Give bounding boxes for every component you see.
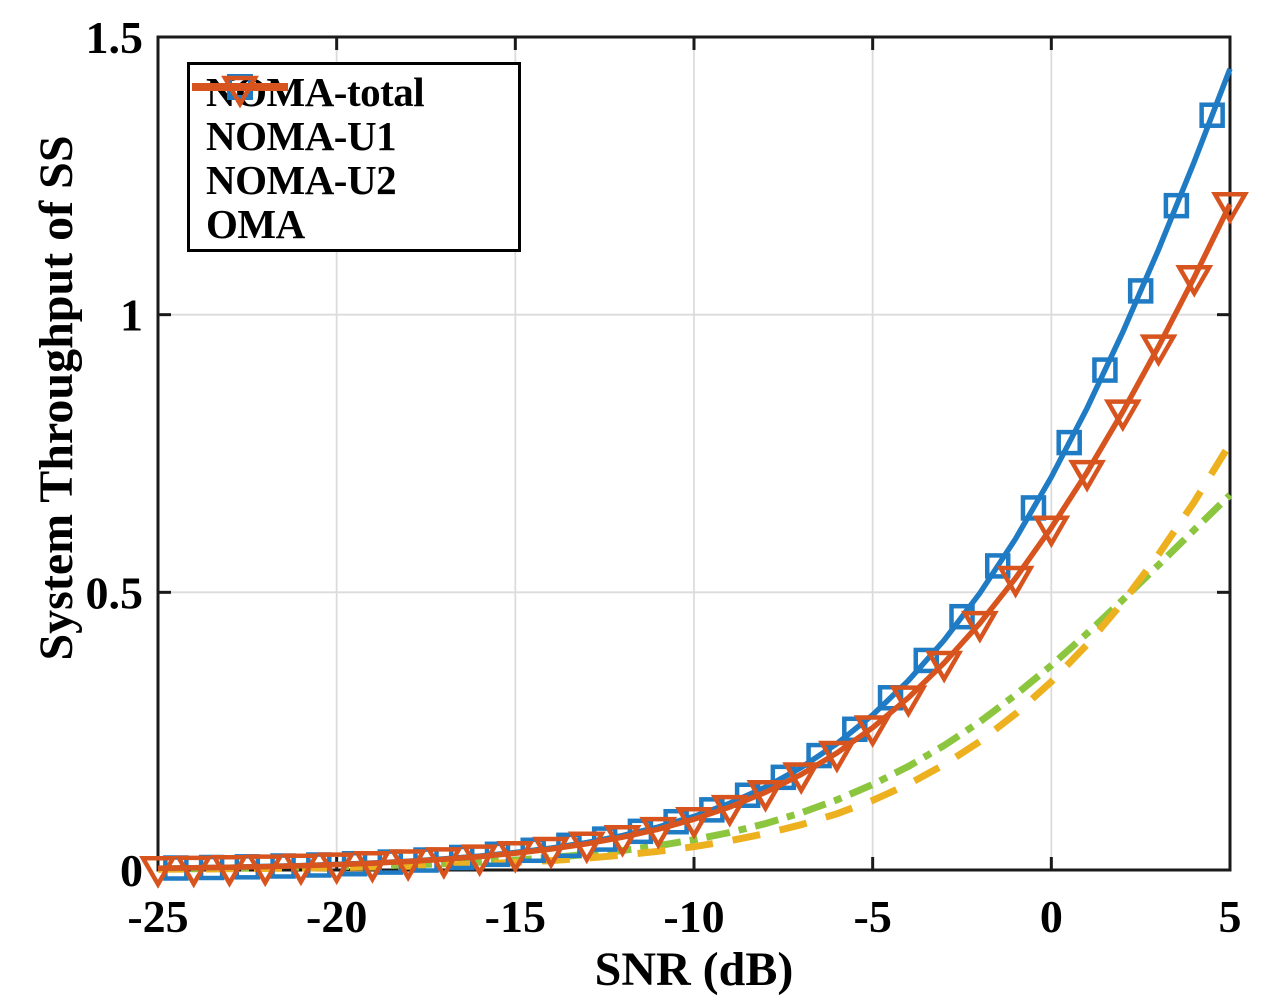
triangle-down-marker: [1032, 515, 1071, 549]
x-tick-label: -15: [485, 891, 546, 942]
square-marker: [1056, 429, 1082, 456]
triangle-down-marker: [1211, 192, 1249, 225]
square-marker: [1199, 102, 1225, 128]
triangle-down-marker: [567, 831, 606, 865]
x-tick-label: -5: [854, 891, 892, 942]
y-axis-label: System Throughput of SS: [30, 135, 83, 660]
triangle-down-marker: [603, 824, 642, 858]
legend-label-noma-u1: NOMA-U1: [206, 113, 397, 159]
triangle-down-marker: [1175, 265, 1214, 298]
triangle-down-marker: [746, 780, 785, 813]
square-marker: [1163, 192, 1190, 219]
x-tick-labels: -25 -20 -15 -10 -5 0 5: [127, 891, 1241, 942]
legend-label-noma-u2: NOMA-U2: [206, 157, 397, 203]
square-marker: [1092, 357, 1118, 383]
x-tick-label: -20: [306, 891, 367, 942]
y-tick-label: 1.5: [86, 12, 144, 63]
triangle-down-marker: [460, 844, 499, 878]
triangle-down-marker: [889, 685, 928, 719]
legend-line-sample-oma: [192, 75, 288, 109]
triangle-down-marker: [174, 855, 213, 889]
square-marker: [1020, 495, 1047, 521]
y-tick-label: 0: [120, 845, 143, 896]
legend-item-noma-u2: NOMA-U2: [192, 83, 518, 203]
triangle-down-marker: [496, 840, 535, 874]
triangle-down-marker: [782, 762, 821, 795]
y-tick-label: 0.5: [86, 567, 144, 618]
square-marker: [949, 603, 975, 630]
triangle-down-marker: [1139, 334, 1178, 368]
triangle-down-marker: [960, 610, 999, 644]
triangle-down-marker: [675, 806, 713, 840]
triangle-down-marker: [424, 847, 463, 880]
x-tick-label: 5: [1219, 891, 1242, 942]
x-tick-label: 0: [1040, 891, 1063, 942]
y-tick-labels: 0 0.5 1 1.5: [86, 12, 144, 896]
x-tick-label: -10: [663, 891, 724, 942]
series-oma: [139, 192, 1249, 889]
plot-area: -25 -20 -15 -10 -5 0 5 0 0.5 1 1.5: [86, 12, 1249, 942]
triangle-down-marker: [139, 856, 177, 889]
series-noma-u2: [157, 441, 1233, 873]
triangle-down-marker: [353, 850, 392, 884]
triangle-down-marker: [389, 849, 428, 883]
triangle-down-marker: [639, 816, 678, 850]
triangle-down-marker: [710, 794, 749, 828]
x-tick-label: -25: [127, 891, 188, 942]
triangle-down-marker: [1068, 459, 1106, 493]
triangle-down-marker: [210, 855, 249, 888]
legend: NOMA-total NOMA-U1 NOMA-U2 OMA: [187, 62, 521, 252]
series-oma-line: [157, 203, 1233, 872]
triangle-down-marker: [925, 650, 964, 684]
triangle-down-marker: [246, 854, 285, 888]
square-marker: [1127, 278, 1154, 304]
legend-triangle-down-marker: [221, 75, 259, 109]
legend-label-oma: OMA: [206, 201, 305, 247]
triangle-down-marker: [818, 740, 856, 774]
x-axis-label: SNR (dB): [595, 943, 794, 996]
legend-item-noma-u1: NOMA-U1: [192, 83, 518, 159]
legend-item-oma: OMA: [192, 75, 518, 247]
triangle-down-marker: [996, 565, 1035, 599]
triangle-down-marker: [282, 853, 320, 887]
square-marker: [913, 647, 940, 674]
triangle-down-marker: [1103, 399, 1142, 433]
triangle-down-marker: [317, 852, 356, 886]
y-tick-label: 1: [120, 290, 143, 341]
triangle-down-marker: [532, 836, 570, 870]
series-noma-u2-line: [157, 441, 1233, 873]
triangle-down-marker: [853, 715, 892, 749]
series-oma-markers: [139, 192, 1249, 889]
